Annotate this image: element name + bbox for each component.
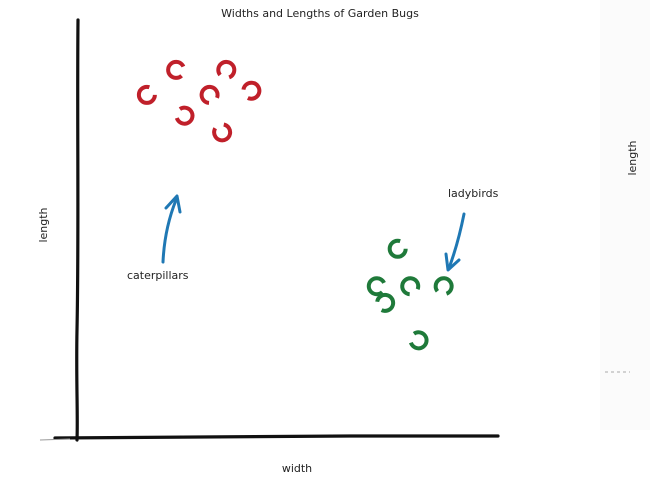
ladybirds-point — [400, 276, 421, 297]
caterpillars-point — [136, 84, 157, 105]
x-axis-faint-extension — [39, 438, 71, 441]
y-axis — [75, 18, 80, 442]
ladybirds-point — [408, 330, 429, 351]
arrow-ladybirds — [447, 212, 466, 270]
caterpillars-point — [166, 59, 187, 80]
caterpillars-point — [199, 84, 220, 105]
ladybirds-point — [433, 276, 454, 297]
arrowhead-ladybirds — [444, 252, 461, 272]
points-layer — [136, 59, 454, 351]
x-axis-label: width — [282, 462, 312, 475]
chart-title: Widths and Lengths of Garden Bugs — [221, 7, 419, 20]
adjacent-chart-panel — [600, 0, 650, 430]
ladybirds-point — [366, 276, 387, 297]
x-axis — [53, 434, 500, 440]
caterpillars-point — [212, 122, 233, 143]
caterpillars-point — [174, 105, 195, 126]
adjacent-y-axis-label: length — [626, 140, 639, 175]
ladybirds-point — [387, 238, 408, 259]
caterpillars-point — [241, 80, 262, 101]
arrowhead-caterpillars — [164, 194, 182, 214]
y-axis-label: length — [37, 207, 50, 242]
caterpillars-point — [216, 59, 237, 80]
annotation-ladybirds: ladybirds — [448, 187, 499, 200]
annotation-caterpillars: caterpillars — [127, 269, 189, 282]
ladybirds-point — [375, 292, 396, 313]
arrow-caterpillars — [161, 198, 178, 264]
